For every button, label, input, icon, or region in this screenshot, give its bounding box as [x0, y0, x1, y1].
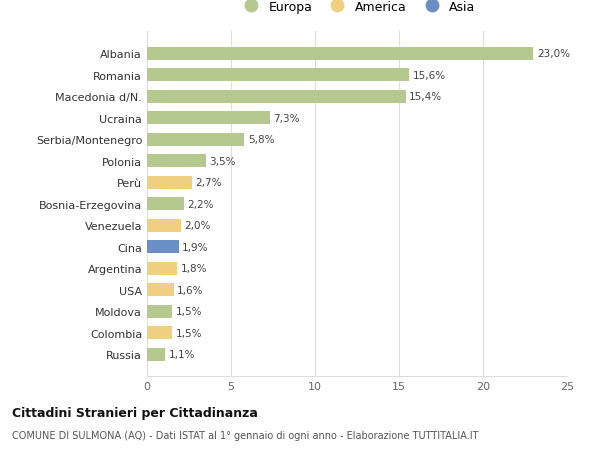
Text: 2,0%: 2,0% [184, 221, 211, 231]
Bar [147, 348, 166, 361]
Bar [147, 48, 533, 61]
Text: 7,3%: 7,3% [273, 113, 299, 123]
Bar [147, 262, 177, 275]
Text: 1,5%: 1,5% [176, 328, 202, 338]
Text: 23,0%: 23,0% [537, 49, 570, 59]
Legend: Europa, America, Asia: Europa, America, Asia [235, 0, 479, 17]
Bar [147, 284, 174, 297]
Text: 5,8%: 5,8% [248, 135, 274, 145]
Text: COMUNE DI SULMONA (AQ) - Dati ISTAT al 1° gennaio di ogni anno - Elaborazione TU: COMUNE DI SULMONA (AQ) - Dati ISTAT al 1… [12, 430, 479, 440]
Bar [147, 134, 244, 146]
Text: 2,7%: 2,7% [196, 178, 222, 188]
Bar [147, 198, 184, 211]
Text: 1,1%: 1,1% [169, 349, 196, 359]
Bar [147, 155, 206, 168]
Bar [147, 241, 179, 253]
Bar [147, 176, 193, 189]
Bar [147, 112, 269, 125]
Text: 1,8%: 1,8% [181, 263, 207, 274]
Text: 15,6%: 15,6% [412, 71, 446, 81]
Text: 3,5%: 3,5% [209, 157, 236, 166]
Text: 1,5%: 1,5% [176, 307, 202, 316]
Bar [147, 219, 181, 232]
Bar [147, 69, 409, 82]
Text: 2,2%: 2,2% [187, 199, 214, 209]
Text: 1,6%: 1,6% [177, 285, 204, 295]
Bar [147, 305, 172, 318]
Bar [147, 90, 406, 104]
Text: Cittadini Stranieri per Cittadinanza: Cittadini Stranieri per Cittadinanza [12, 406, 258, 419]
Text: 15,4%: 15,4% [409, 92, 442, 102]
Text: 1,9%: 1,9% [182, 242, 209, 252]
Bar [147, 326, 172, 339]
